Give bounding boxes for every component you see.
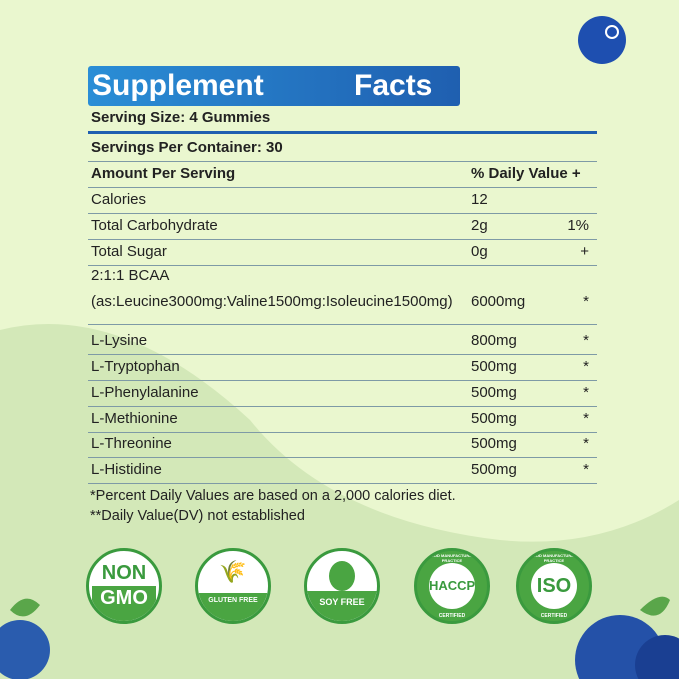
nutrient-dv: 1% [567, 217, 589, 234]
nutrient-dv: * [583, 358, 589, 375]
nutrient-dv: * [583, 461, 589, 478]
nutrient-amount: 2g [471, 217, 488, 234]
iso-badge: ISO CERTIFIED GOOD MANUFACTURING PRACTICE [516, 548, 592, 624]
badge-text: SOY FREE [307, 591, 377, 621]
nutrient-name: L-Tryptophan [91, 358, 180, 375]
bcaa-detail: (as:Leucine3000mg:Valine1500mg:Isoleucin… [91, 293, 453, 310]
nutrient-name: L-Methionine [91, 410, 178, 427]
nutrient-name: L-Phenylalanine [91, 384, 199, 401]
servings-per-container-row: Servings Per Container: 30 [88, 136, 597, 162]
nutrient-name: Total Carbohydrate [91, 217, 218, 234]
nutrient-name: Total Sugar [91, 243, 167, 260]
nutrient-row: Total Sugar 0g + [88, 240, 597, 266]
footnote: *Percent Daily Values are based on a 2,0… [90, 488, 456, 504]
nutrient-dv: * [583, 332, 589, 349]
nutrient-name: L-Threonine [91, 435, 172, 452]
blueberry-icon [0, 620, 50, 679]
servings-per-container: Servings Per Container: 30 [91, 139, 283, 156]
nutrient-amount: 0g [471, 243, 488, 260]
badge-text: GOOD MANUFACTURING PRACTICE [427, 553, 477, 563]
bcaa-name: 2:1:1 BCAA [91, 267, 170, 284]
badge-text: CERTIFIED [540, 613, 568, 619]
badge-text: CERTIFIED [438, 613, 466, 619]
title-left: Supplement [92, 69, 264, 102]
serving-size: Serving Size: 4 Gummies [91, 109, 271, 126]
amount-header: Amount Per Serving [91, 165, 236, 182]
footnote: **Daily Value(DV) not established [90, 508, 305, 524]
nutrient-name: L-Lysine [91, 332, 148, 349]
badge-text: GLUTEN FREE [198, 593, 268, 621]
non-gmo-badge: NON GMO [86, 548, 162, 624]
badge-text: NON [101, 562, 147, 584]
serving-size-row: Serving Size: 4 Gummies [88, 106, 597, 134]
nutrient-row: L-Lysine 800mg * [88, 329, 597, 355]
nutrient-amount: 500mg [471, 358, 517, 375]
nutrient-amount: 500mg [471, 461, 517, 478]
bcaa-dv: * [583, 293, 589, 310]
bcaa-row: 2:1:1 BCAA (as:Leucine3000mg:Valine1500m… [88, 264, 597, 325]
badge-text: ISO [531, 563, 577, 609]
title-right: Facts [354, 69, 433, 102]
soybean-icon [329, 561, 355, 591]
badge-text: GOOD MANUFACTURING PRACTICE [529, 553, 579, 563]
nutrient-row: L-Histidine 500mg * [88, 458, 597, 484]
nutrient-amount: 800mg [471, 332, 517, 349]
nutrient-amount: 500mg [471, 384, 517, 401]
haccp-badge: HACCP CERTIFIED GOOD MANUFACTURING PRACTIC… [414, 548, 490, 624]
nutrient-row: L-Methionine 500mg * [88, 407, 597, 433]
nutrient-row: Total Carbohydrate 2g 1% [88, 214, 597, 240]
nutrient-row: L-Phenylalanine 500mg * [88, 381, 597, 407]
nutrient-amount: 12 [471, 191, 488, 208]
gluten-free-badge: 🌾 GLUTEN FREE [195, 548, 271, 624]
header-row: Amount Per Serving % Daily Value + [88, 162, 597, 188]
nutrient-dv: * [583, 435, 589, 452]
nutrient-row: Calories 12 [88, 188, 597, 214]
nutrient-amount: 500mg [471, 435, 517, 452]
nutrient-dv: * [583, 384, 589, 401]
nutrient-amount: 500mg [471, 410, 517, 427]
nutrient-name: Calories [91, 191, 147, 208]
dv-header: % Daily Value + [471, 165, 581, 182]
nutrient-dv: + [580, 243, 589, 260]
nutrient-dv: * [583, 410, 589, 427]
badge-text: HACCP [429, 563, 475, 609]
wheat-icon: 🌾 [219, 559, 247, 584]
nutrient-row: L-Tryptophan 500mg * [88, 355, 597, 381]
blueberry-icon [578, 16, 626, 64]
badge-text: GMO [92, 586, 156, 621]
soy-free-badge: SOY FREE [304, 548, 380, 624]
bcaa-amount: 6000mg [471, 293, 526, 310]
nutrient-name: L-Histidine [91, 461, 162, 478]
nutrient-row: L-Threonine 500mg * [88, 432, 597, 458]
supplement-facts-title: Supplement Facts [88, 66, 460, 106]
